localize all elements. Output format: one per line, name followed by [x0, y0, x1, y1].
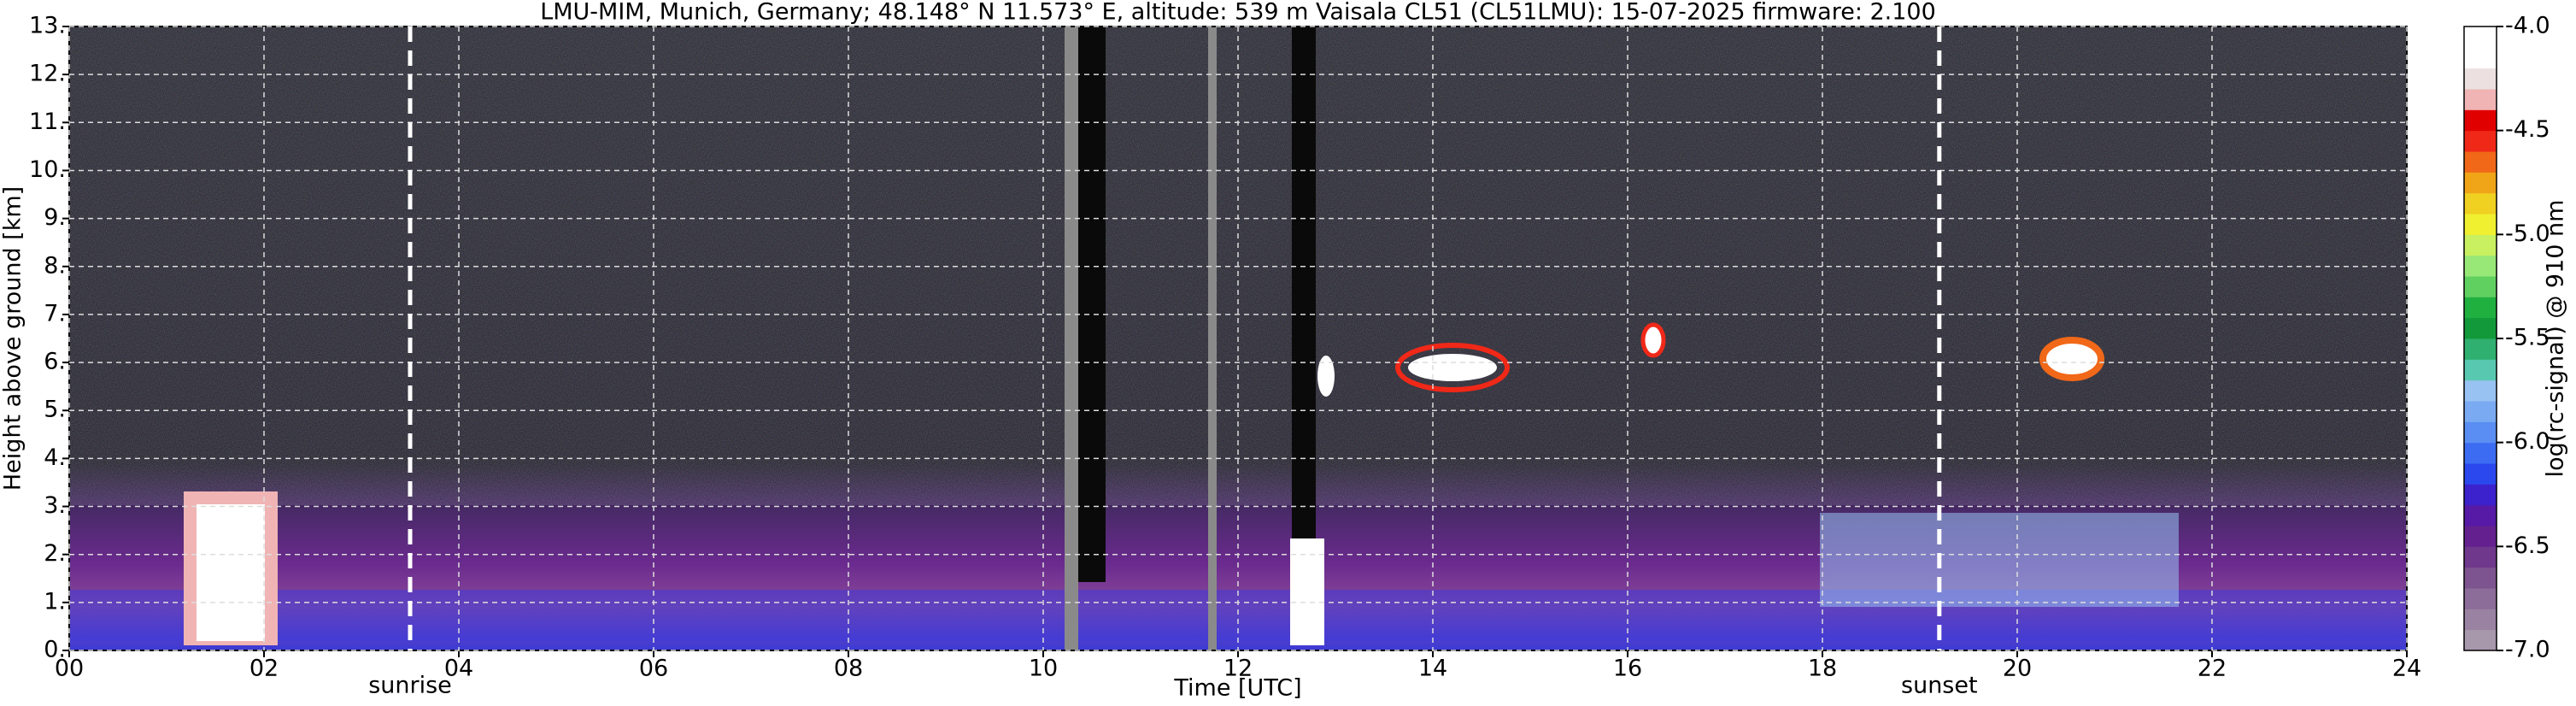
chart-title: LMU-MIM, Munich, Germany; 48.148° N 11.5…: [540, 0, 1936, 26]
colorbar-swatch: [2464, 192, 2497, 215]
x-tick-label: 24: [2392, 656, 2421, 682]
colorbar-swatch: [2464, 567, 2497, 589]
colorbar-swatch: [2464, 338, 2497, 360]
y-tick-label: 8.: [44, 252, 66, 279]
x-tick-label: 16: [1613, 656, 1642, 682]
y-tick-label: 13.: [29, 13, 66, 39]
colorbar-swatch: [2464, 609, 2497, 631]
colorbar-swatch: [2464, 276, 2497, 297]
x-tick-label: 20: [2003, 656, 2032, 682]
y-tick-label: 7.: [44, 300, 66, 327]
colorbar-swatch: [2464, 317, 2497, 339]
colorbar-swatch: [2464, 214, 2497, 235]
colorbar-tick-label: -4.0: [2505, 13, 2550, 39]
colorbar-swatch: [2464, 89, 2497, 110]
y-tick-label: 10.: [29, 156, 66, 183]
colorbar-tick-label: -4.5: [2505, 116, 2550, 143]
x-axis-label: Time [UTC]: [1173, 675, 1301, 702]
annotation-label: sunset: [1901, 673, 1978, 699]
colorbar-swatch: [2464, 504, 2497, 527]
colorbar-swatch: [2464, 484, 2497, 506]
x-tick-label: 00: [55, 656, 84, 682]
y-tick-label: 3.: [44, 492, 66, 519]
colorbar-swatch: [2464, 463, 2497, 485]
colorbar-swatch: [2464, 526, 2497, 547]
x-tick-label: 14: [1418, 656, 1447, 682]
colorbar-swatch: [2464, 255, 2497, 277]
x-tick-label: 08: [834, 656, 863, 682]
y-tick-label: 6.: [44, 349, 66, 375]
colorbar-swatch: [2464, 151, 2497, 173]
x-tick-label: 06: [639, 656, 668, 682]
colorbar-tick-label: -6.0: [2505, 428, 2550, 455]
colorbar-swatch: [2464, 546, 2497, 568]
x-tick-label: 22: [2198, 656, 2227, 682]
annotation-label: sunrise: [368, 673, 452, 699]
colorbar-tick-label: -7.0: [2505, 637, 2550, 663]
x-tick-label: 12: [1223, 656, 1253, 682]
colorbar-label: log(rc-signal) @ 910 nm: [2543, 200, 2569, 478]
y-tick-label: 9.: [44, 204, 66, 231]
colorbar-swatch: [2464, 68, 2497, 90]
colorbar-swatch: [2464, 109, 2497, 132]
colorbar-swatch: [2464, 421, 2497, 444]
y-tick-label: 5.: [44, 397, 66, 423]
colorbar-tick-label: -5.0: [2505, 221, 2550, 247]
colorbar-tick-label: -6.5: [2505, 532, 2550, 559]
y-tick-label: 11.: [29, 109, 66, 135]
x-tick-label: 18: [1808, 656, 1837, 682]
y-tick-label: 0.: [44, 637, 66, 663]
colorbar-swatch: [2464, 588, 2497, 609]
colorbar-swatch: [2464, 234, 2497, 256]
colorbar-tick-label: -5.5: [2505, 325, 2550, 351]
colorbar-swatch: [2464, 297, 2497, 319]
colorbar-swatch: [2464, 130, 2497, 152]
y-axis-label: Height above ground [km]: [0, 186, 26, 491]
y-tick-label: 1.: [44, 588, 66, 615]
colorbar-swatch: [2464, 47, 2497, 69]
colorbar-swatch: [2464, 172, 2497, 194]
x-tick-label: 04: [444, 656, 473, 682]
colorbar-swatch: [2464, 629, 2497, 651]
colorbar-swatch: [2464, 26, 2497, 48]
colorbar-swatch: [2464, 401, 2497, 422]
colorbar-swatch: [2464, 379, 2497, 402]
x-tick-label: 02: [249, 656, 279, 682]
x-tick-label: 10: [1029, 656, 1058, 682]
y-tick-label: 4.: [44, 444, 66, 471]
y-tick-label: 2.: [44, 540, 66, 567]
colorbar-swatch: [2464, 442, 2497, 464]
y-tick-label: 12.: [29, 61, 66, 87]
colorbar-swatch: [2464, 359, 2497, 381]
